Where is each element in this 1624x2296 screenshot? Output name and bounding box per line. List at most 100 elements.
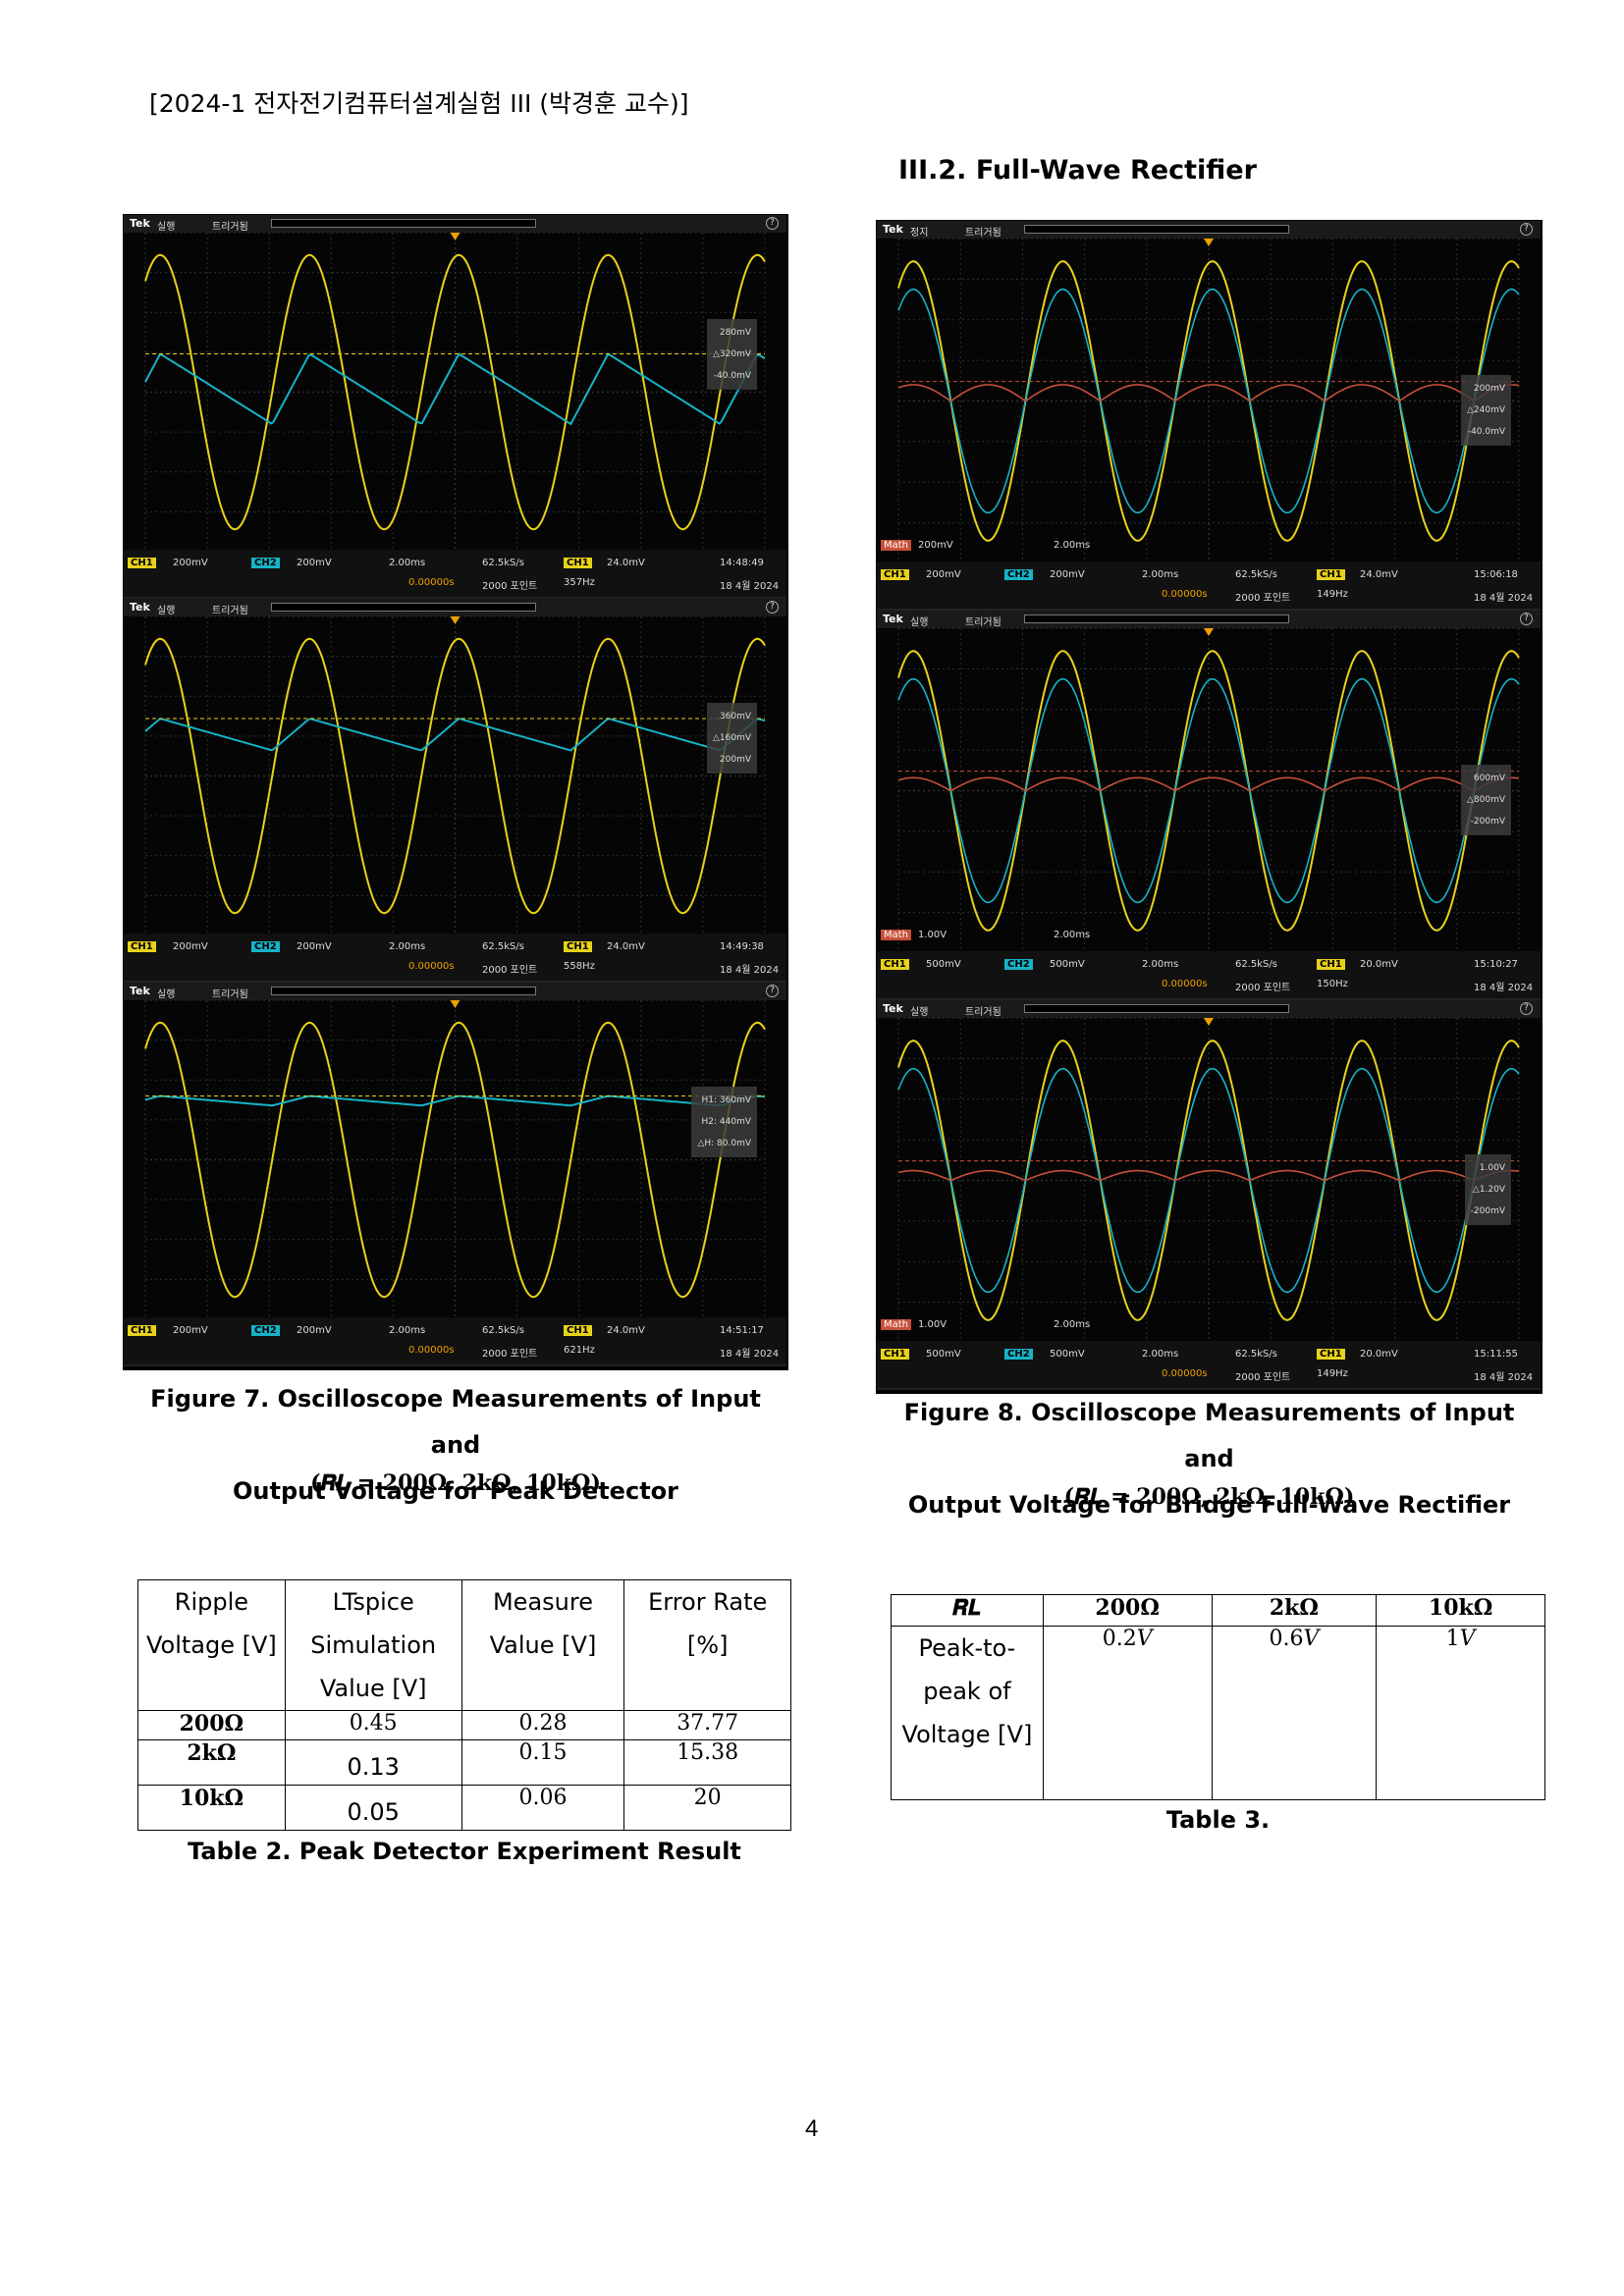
record-points: 2000 포인트 [1235, 1372, 1291, 1383]
ch2-badge[interactable]: CH2 [251, 941, 280, 952]
trigger-source-badge[interactable]: CH1 [564, 941, 592, 952]
cursor-value: 360mV [719, 711, 751, 721]
cursor-value: H2: 440mV [701, 1116, 752, 1127]
trigger-frequency: 558Hz [564, 961, 595, 972]
ch1-scale: 500mV [926, 959, 961, 970]
cursor-value: △1.20V [1472, 1185, 1505, 1196]
record-bar [271, 987, 536, 995]
scope-top-bar: Tek 실행 트리거됨? [877, 1000, 1541, 1018]
record-points: 2000 포인트 [1235, 593, 1291, 604]
cursor-readout: 360mV △160mV 200mV [706, 702, 757, 774]
clock-date: 18 4월 2024 [720, 965, 780, 976]
oscilloscope-screen: Tek 실행 트리거됨? H1: 360mV H2: 440mV △H: 80.0mV CH… [124, 983, 786, 1366]
acquisition-state: 실행 [157, 606, 176, 616]
delay: 0.00000s [408, 961, 455, 972]
sample-rate: 62.5kS/s [1235, 569, 1277, 580]
ch2-badge[interactable]: CH2 [251, 1325, 280, 1336]
sample-rate: 62.5kS/s [482, 941, 524, 952]
ch2-trace [897, 288, 1520, 514]
trigger-frequency: 150Hz [1317, 979, 1348, 989]
math-badge: Math [881, 1319, 912, 1330]
waveform-display [897, 1017, 1520, 1344]
trigger-source-badge[interactable]: CH1 [1317, 1349, 1345, 1360]
help-icon: ? [1520, 613, 1533, 625]
ch2-badge[interactable]: CH2 [251, 558, 280, 568]
trigger-status: 트리거됨 [965, 1007, 1001, 1018]
ch2-badge[interactable]: CH2 [1004, 569, 1033, 580]
math-trace [897, 1169, 1520, 1182]
acquisition-state: 실행 [157, 989, 176, 1000]
trigger-source-badge[interactable]: CH1 [1317, 959, 1345, 970]
math-trace [897, 776, 1520, 792]
cursor-value: -40.0mV [713, 370, 751, 381]
scope-top-bar: Tek 실행 트리거됨? [877, 611, 1541, 628]
scope-status-bar: Math 200mV 2.00ms CH1 200mV CH2 200mV 2.00ms 0.0… [877, 540, 1541, 609]
trigger-marker-icon [1204, 1018, 1214, 1026]
ch1-badge[interactable]: CH1 [881, 569, 909, 580]
trigger-level: 20.0mV [1360, 1349, 1398, 1360]
figure-7-caption-line1: Figure 7. Oscilloscope Measurements of I… [150, 1385, 761, 1459]
timebase: 2.00ms [389, 941, 426, 952]
trigger-source-badge[interactable]: CH1 [564, 558, 592, 568]
ch2-trace [897, 677, 1520, 904]
t3-header-200: 𝟐𝟎𝟎𝛀 [1042, 1594, 1213, 1627]
waveform-display [897, 627, 1520, 954]
record-points: 2000 포인트 [482, 965, 538, 976]
ch1-trace [144, 253, 766, 531]
record-points: 2000 포인트 [482, 581, 538, 592]
t2-row3-rl: 𝟏𝟎𝐤𝛀 [137, 1785, 286, 1831]
sample-rate: 62.5kS/s [482, 1325, 524, 1336]
t3-header-2k: 𝟐𝐤𝛀 [1211, 1594, 1378, 1627]
ch1-badge[interactable]: CH1 [881, 1349, 909, 1360]
clock-time: 15:10:27 [1474, 959, 1518, 970]
page-number: 4 [805, 2115, 819, 2142]
t2-row1-meas: 0.28 [460, 1710, 625, 1740]
delay: 0.00000s [1162, 1368, 1208, 1379]
figure-8-caption-rl: (𝑹𝑳 = 𝟐𝟎𝟎𝛀, 𝟐𝐤𝛀, 𝟏𝟎𝐤𝛀) [1063, 1484, 1355, 1510]
trigger-source-badge[interactable]: CH1 [564, 1325, 592, 1336]
record-bar [271, 603, 536, 612]
t2-row1-sim: 0.45 [284, 1710, 462, 1740]
cursor-readout: H1: 360mV H2: 440mV △H: 80.0mV [691, 1086, 757, 1157]
ch2-badge[interactable]: CH2 [1004, 1349, 1033, 1360]
record-bar [1024, 614, 1289, 623]
clock-time: 14:48:49 [720, 558, 764, 568]
cursor-readout: 280mV △320mV -40.0mV [706, 318, 757, 390]
help-icon: ? [766, 601, 779, 614]
clock-date: 18 4월 2024 [1474, 983, 1534, 993]
scope-status-bar: CH1 200mV CH2 200mV 2.00ms 0.00000s 62.5kS/s 20… [124, 1317, 786, 1364]
ch1-scale: 200mV [173, 558, 208, 568]
clock-date: 18 4월 2024 [720, 581, 780, 592]
t3-header-10k: 𝟏𝟎𝐤𝛀 [1376, 1594, 1545, 1627]
oscilloscope-screen: Tek 실행 트리거됨? 360mV △160mV 200mV CH1 200mV CH2 200… [124, 599, 786, 983]
record-points: 2000 포인트 [1235, 983, 1291, 993]
ch2-badge[interactable]: CH2 [1004, 959, 1033, 970]
clock-date: 18 4월 2024 [1474, 593, 1534, 604]
math-trace [897, 384, 1520, 402]
math-badge: Math [881, 930, 912, 940]
table-2-peak-detector: Ripple Voltage [V] LTspice Simulation Va… [137, 1579, 791, 1831]
cursor-value: △800mV [1466, 795, 1505, 806]
cursor-value: 1.00V [1479, 1163, 1505, 1174]
t2-row2-err: 15.38 [623, 1739, 791, 1786]
tek-logo: Tek [883, 223, 903, 236]
trigger-status: 트리거됨 [212, 606, 248, 616]
ch1-badge[interactable]: CH1 [128, 1325, 156, 1336]
figure-8-caption-line1: Figure 8. Oscilloscope Measurements of I… [903, 1399, 1515, 1472]
ch1-trace [897, 260, 1520, 542]
help-icon: ? [1520, 1002, 1533, 1015]
t2-row2-sim: 0.13 [284, 1739, 462, 1786]
t3-value-10k: 1𝑉 [1376, 1626, 1545, 1800]
ch1-badge[interactable]: CH1 [128, 558, 156, 568]
ch2-trace [144, 718, 766, 752]
cursor-value: -200mV [1470, 817, 1505, 828]
table-2-caption: Table 2. Peak Detector Experiment Result [188, 1838, 741, 1865]
ch1-scale: 200mV [926, 569, 961, 580]
timebase: 2.00ms [389, 558, 426, 568]
ch1-badge[interactable]: CH1 [128, 941, 156, 952]
tek-logo: Tek [130, 985, 150, 997]
ch1-badge[interactable]: CH1 [881, 959, 909, 970]
cursor-value: 600mV [1473, 774, 1505, 784]
t2-row3-err: 20 [623, 1785, 791, 1831]
trigger-source-badge[interactable]: CH1 [1317, 569, 1345, 580]
